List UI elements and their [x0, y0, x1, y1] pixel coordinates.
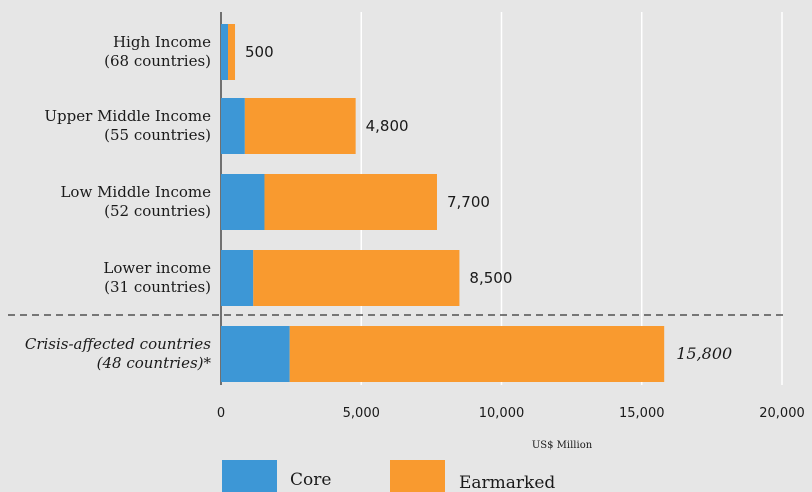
- bar-core-3: [221, 250, 254, 306]
- legend: Core Earmarked: [222, 460, 555, 492]
- x-axis-title: US$ Million: [532, 440, 593, 451]
- total-labels: 500 4,800 7,700 8,500 15,800: [245, 43, 732, 363]
- bar-earmarked-0: [228, 24, 236, 80]
- total-label: 8,500: [469, 269, 512, 287]
- category-label: (31 countries): [104, 278, 211, 296]
- total-label: 7,700: [447, 193, 490, 211]
- bar-earmarked-3: [253, 250, 460, 306]
- bar-core-4: [221, 326, 290, 382]
- x-tick-label: 5,000: [343, 406, 380, 421]
- legend-swatch-core: [222, 460, 277, 492]
- legend-label: Core: [290, 470, 331, 490]
- category-labels: High Income(68 countries) Upper Middle In…: [25, 33, 212, 372]
- category-label: (48 countries)*: [97, 354, 212, 372]
- bar-earmarked-1: [244, 98, 356, 154]
- bar-core-2: [221, 174, 265, 230]
- legend-swatch-earmarked: [390, 460, 445, 492]
- x-tick-label: 15,000: [619, 406, 665, 421]
- legend-label: Earmarked: [459, 473, 555, 492]
- category-label: Crisis-affected countries: [25, 335, 211, 353]
- total-label: 15,800: [676, 344, 732, 363]
- category-label: Low Middle Income: [60, 183, 211, 201]
- bar-earmarked-4: [289, 326, 665, 382]
- category-label: (52 countries): [104, 202, 211, 220]
- bar-core-1: [221, 98, 245, 154]
- bars: [221, 24, 665, 382]
- x-tick-labels: 0 5,000 10,000 15,000 20,000: [217, 406, 805, 421]
- total-label: 4,800: [366, 117, 409, 135]
- bar-earmarked-2: [264, 174, 437, 230]
- total-label: 500: [245, 43, 274, 61]
- gridlines: [220, 12, 783, 385]
- x-tick-label: 20,000: [759, 406, 805, 421]
- category-label: (55 countries): [104, 126, 211, 144]
- x-tick-label: 10,000: [479, 406, 525, 421]
- category-label: Lower income: [103, 259, 211, 277]
- category-label: (68 countries): [104, 52, 211, 70]
- category-label: High Income: [113, 33, 211, 51]
- category-label: Upper Middle Income: [44, 107, 211, 125]
- x-tick-label: 0: [217, 406, 225, 421]
- bar-core-0: [221, 24, 229, 80]
